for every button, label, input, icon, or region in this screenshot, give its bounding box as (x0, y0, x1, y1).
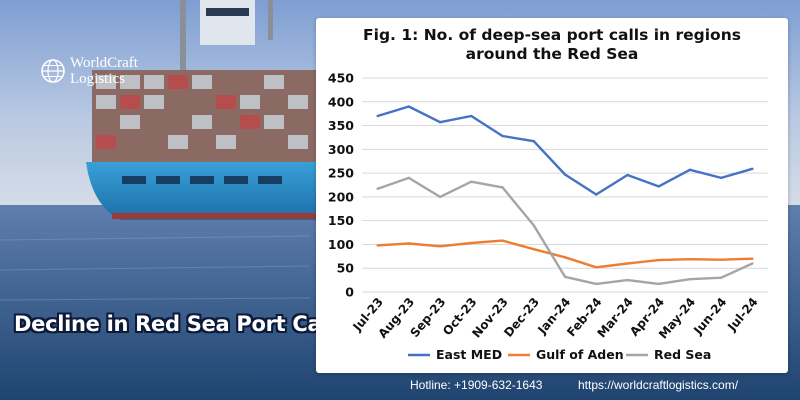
chart-title: Fig. 1: No. of deep-sea port calls in re… (316, 26, 788, 64)
data-point (751, 167, 754, 171)
legend-label: Gulf of Aden (536, 347, 624, 362)
data-point (751, 257, 754, 260)
hotline-text: Hotline: +1909-632-1643 (410, 378, 543, 392)
y-tick-label: 150 (328, 213, 354, 228)
data-point (688, 277, 692, 281)
data-point (595, 266, 598, 269)
website-link[interactable]: https://worldcraftlogistics.com/ (578, 378, 739, 392)
data-point (751, 262, 754, 265)
x-tick-label: Jun-24 (690, 295, 729, 338)
data-point (376, 244, 379, 247)
data-point (407, 176, 411, 180)
data-point (626, 278, 629, 282)
data-point (438, 245, 442, 248)
data-point (376, 187, 379, 191)
ship-illustration (86, 0, 320, 220)
y-tick-label: 0 (345, 285, 354, 300)
data-point (657, 282, 660, 286)
y-tick-label: 300 (328, 142, 354, 157)
data-point (563, 256, 567, 259)
data-point (626, 173, 629, 177)
data-point (595, 193, 598, 196)
data-point (532, 140, 535, 143)
data-point (501, 134, 504, 138)
data-point (470, 114, 473, 118)
y-tick-label: 50 (337, 261, 355, 276)
x-tick-label: Jul-24 (724, 295, 760, 334)
data-point (657, 258, 660, 262)
globe-icon (41, 59, 65, 83)
chart-title-line1: Fig. 1: No. of deep-sea port calls in re… (363, 26, 741, 44)
headline: Decline in Red Sea Port Calls (14, 312, 348, 336)
legend-label: East MED (436, 347, 502, 362)
data-point (595, 282, 598, 286)
data-point (563, 173, 567, 176)
y-tick-label: 200 (328, 189, 354, 204)
data-point (532, 248, 535, 251)
data-point (438, 195, 442, 199)
data-point (438, 121, 442, 124)
data-point (688, 257, 692, 261)
data-point (407, 105, 411, 108)
data-point (688, 168, 692, 171)
y-tick-label: 400 (328, 94, 354, 109)
data-point (501, 186, 504, 189)
y-tick-label: 450 (328, 71, 354, 86)
brand-logo: WorldCraft Logistics (40, 55, 138, 87)
data-point (657, 185, 660, 188)
series-line-east-med (377, 105, 753, 196)
data-point (563, 275, 567, 278)
line-chart: 050100150200250300350400450Jul-23Aug-23S… (328, 71, 768, 362)
data-point (719, 276, 723, 279)
data-point (532, 224, 535, 227)
chart-card: Fig. 1: No. of deep-sea port calls in re… (316, 18, 788, 373)
brand-name-line2: Logistics (70, 71, 125, 87)
y-tick-label: 350 (328, 118, 354, 133)
data-point (407, 242, 411, 245)
footer: Hotline: +1909-632-1643 https://worldcra… (0, 376, 800, 396)
y-tick-label: 100 (328, 237, 354, 252)
legend-label: Red Sea (654, 347, 711, 362)
data-point (719, 176, 723, 180)
data-point (470, 241, 473, 245)
data-point (501, 239, 504, 242)
y-tick-label: 250 (328, 166, 354, 181)
chart-title-line2: around the Red Sea (465, 45, 639, 63)
data-point (626, 262, 629, 265)
data-point (719, 258, 723, 261)
data-point (470, 180, 473, 183)
brand-name-line1: WorldCraft (70, 55, 138, 71)
data-point (376, 114, 379, 118)
